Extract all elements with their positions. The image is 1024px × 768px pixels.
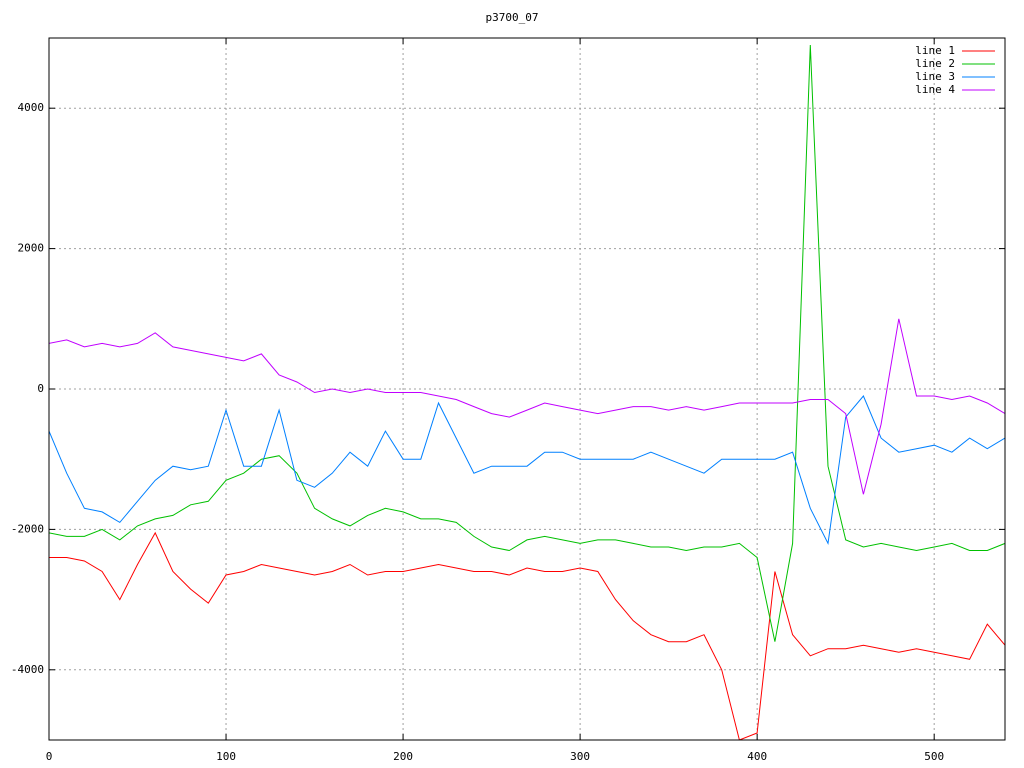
x-tick-label: 400 [747,750,767,763]
line-series [49,395,1005,546]
legend-label: line 1 [915,44,955,57]
x-tick-label: 300 [570,750,590,763]
line-series [49,44,1005,642]
x-tick-label: 0 [46,750,53,763]
legend-label: line 3 [915,70,955,83]
y-tick-label: 4000 [18,101,45,114]
x-tick-label: 100 [216,750,236,763]
chart-title: p3700_07 [486,11,539,24]
line-series [49,318,1005,495]
x-tick-label: 200 [393,750,413,763]
y-tick-label: 2000 [18,242,45,255]
x-tick-label: 500 [924,750,944,763]
y-tick-label: -2000 [11,522,44,535]
legend-label: line 2 [915,57,955,70]
y-tick-label: -4000 [11,663,44,676]
legend-label: line 4 [915,83,955,96]
plot-border [48,37,1006,741]
y-tick-label: 0 [37,382,44,395]
line-series [49,531,1005,740]
